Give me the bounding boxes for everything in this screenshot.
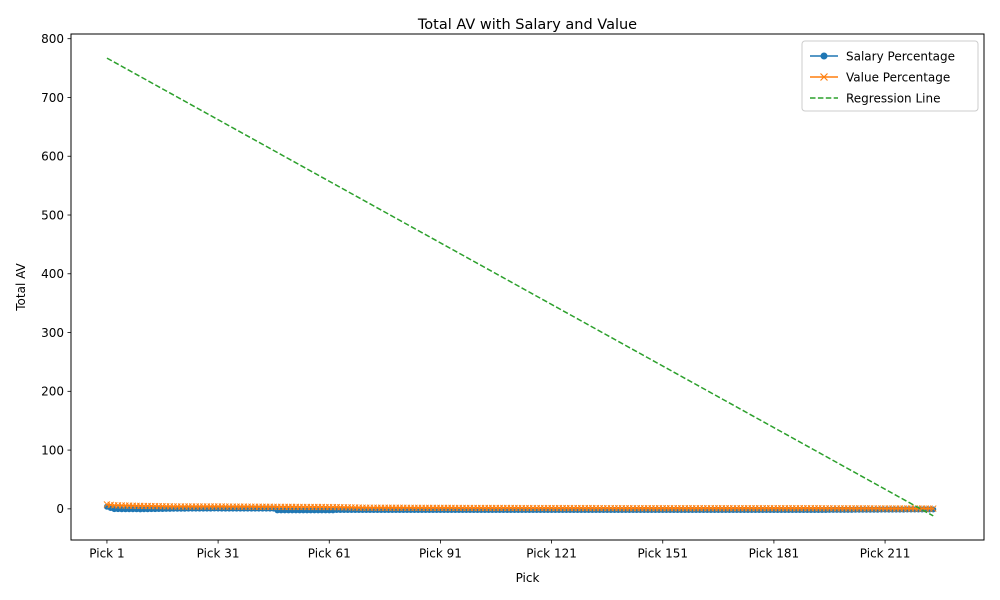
x-tick-label: Pick 121 [526,547,577,561]
legend-box [801,40,979,112]
y-tick-label: 100 [41,443,64,457]
legend-value-percentage-marker [820,73,828,81]
x-axis-label: Pick [516,571,540,585]
y-tick-label: 400 [41,267,64,281]
legend-value-percentage-label: Value Percentage [846,70,950,84]
y-axis: 0 100 200 300 400 500 600 700 800 [41,32,71,516]
y-tick-label: 800 [41,32,64,46]
x-tick-label: Pick 181 [749,547,800,561]
x-axis: Pick 1 Pick 31 Pick 61 Pick 91 Pick 121 Pick … [89,540,910,561]
x-tick-label: Pick 151 [637,547,688,561]
legend-salary-percentage-marker [820,52,828,60]
regression-line-line [106,57,934,517]
x-tick-label: Pick 31 [197,547,240,561]
legend-regression-line-label: Regression Line [846,91,940,105]
y-axis-label: Total AV [14,262,28,311]
value-percentage-point [929,505,937,512]
y-tick-label: 200 [41,385,64,399]
x-tick-label: Pick 61 [308,547,351,561]
legend-salary-percentage-label: Salary Percentage [846,49,955,63]
y-tick-label: 300 [41,326,64,340]
x-tick-label: Pick 91 [419,547,462,561]
plot-area [103,57,937,517]
y-tick-label: 700 [41,91,64,105]
x-tick-label: Pick 211 [860,547,911,561]
y-tick-label: 500 [41,208,64,222]
plot-frame [70,33,985,541]
y-tick-label: 0 [56,502,64,516]
x-tick-label: Pick 1 [89,547,124,561]
y-tick-label: 600 [41,150,64,164]
chart-title: Total AV with Salary and Value [417,17,637,33]
legend: Salary Percentage Value Percentage Regress… [801,40,979,112]
